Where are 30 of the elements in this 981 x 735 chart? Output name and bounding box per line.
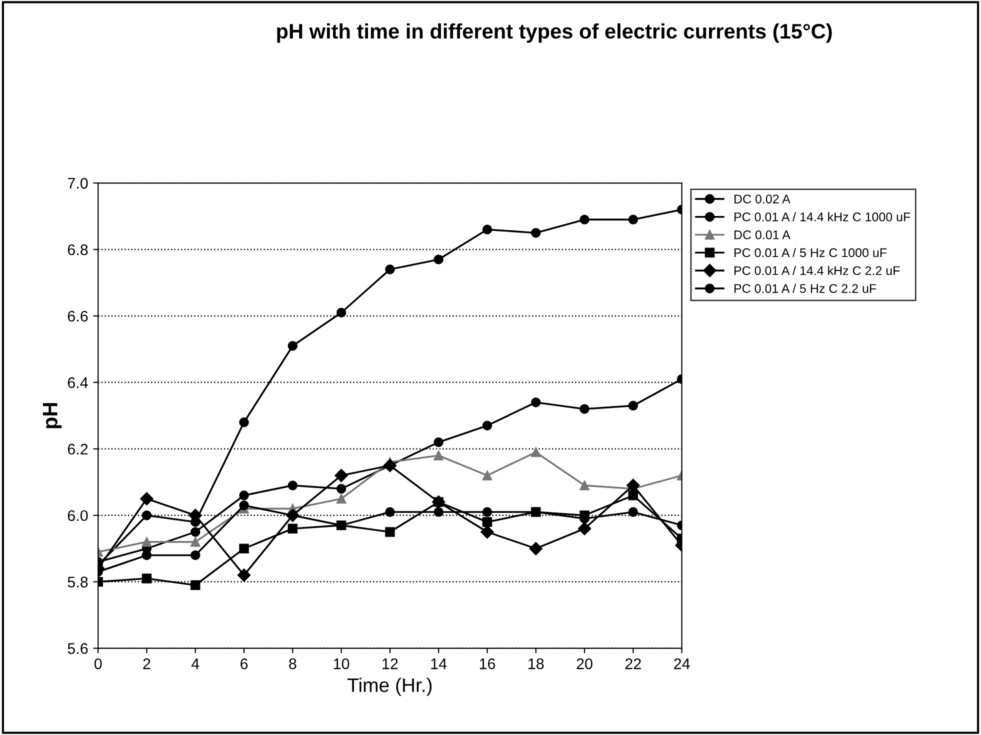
y-tick-label: 6.2 bbox=[68, 444, 88, 455]
y-tick-label: 6.4 bbox=[68, 377, 88, 388]
x-tick-label: 12 bbox=[382, 658, 398, 670]
x-tick-label: 18 bbox=[528, 658, 544, 670]
x-tick-label: 20 bbox=[576, 658, 592, 670]
x-tick-label: 8 bbox=[289, 658, 296, 670]
x-tick-label: 22 bbox=[625, 658, 641, 670]
legend-label: DC 0.02 A bbox=[734, 194, 790, 204]
legend-label: DC 0.01 A bbox=[734, 230, 790, 240]
y-tick-label: 7.0 bbox=[68, 178, 88, 189]
x-tick-label: 2 bbox=[143, 658, 150, 670]
x-tick-label: 24 bbox=[674, 658, 690, 670]
legend-label: PC 0.01 A / 5 Hz C 1000 uF bbox=[734, 248, 887, 258]
y-tick-label: 6.6 bbox=[68, 310, 88, 322]
legend-label: PC 0.01 A / 14.4 kHz C 1000 uF bbox=[734, 212, 910, 222]
y-tick-label: 6.0 bbox=[68, 510, 88, 522]
x-tick-label: 6 bbox=[240, 658, 248, 670]
x-tick-label: 14 bbox=[431, 658, 447, 670]
x-axis-title: Time (Hr.) bbox=[348, 678, 432, 696]
x-tick-label: 0 bbox=[94, 658, 102, 670]
legend-label: PC 0.01 A / 14.4 kHz C 2.2 uF bbox=[734, 266, 900, 276]
chart-title: pH with time in different types of electric currents (15°C) bbox=[277, 23, 832, 43]
legend-label: PC 0.01 A / 5 Hz C 2.2 uF bbox=[734, 284, 876, 293]
y-axis-title: pH bbox=[42, 403, 62, 428]
y-tick-label: 6.8 bbox=[68, 244, 88, 256]
x-tick-label: 16 bbox=[480, 658, 496, 670]
x-tick-label: 4 bbox=[191, 658, 200, 670]
x-tick-label: 10 bbox=[334, 658, 350, 670]
y-tick-label: 5.6 bbox=[68, 643, 88, 654]
y-tick-label: 5.8 bbox=[68, 576, 88, 588]
